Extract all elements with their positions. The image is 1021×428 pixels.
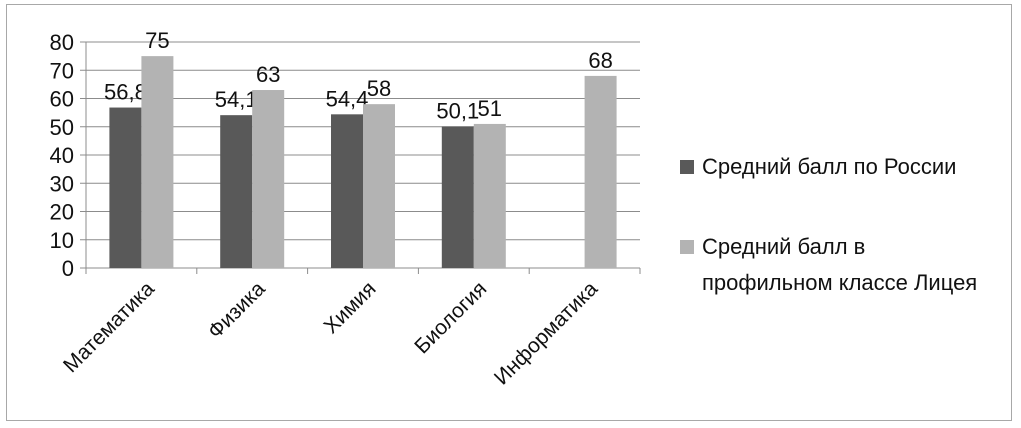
y-tick-label: 60 (50, 87, 74, 112)
y-tick-label: 30 (50, 171, 74, 196)
data-label: 68 (588, 48, 612, 73)
data-label: 51 (478, 96, 502, 121)
y-tick-label: 50 (50, 115, 74, 140)
y-tick-label: 0 (62, 256, 74, 281)
y-tick-label: 20 (50, 200, 74, 225)
legend-label: Средний балл по России (702, 154, 956, 179)
bar (584, 75, 617, 269)
x-tick-label: Физика (204, 277, 270, 343)
bar (331, 114, 363, 268)
bar (109, 107, 142, 268)
data-label: 54,4 (326, 86, 369, 111)
bar (363, 104, 395, 269)
y-tick-label: 40 (50, 143, 74, 168)
legend-label: профильном классе Лицея (702, 270, 977, 295)
x-tick-label: Информатика (490, 277, 602, 389)
y-tick-label: 70 (50, 58, 74, 83)
bar (252, 90, 285, 269)
y-tick-label: 10 (50, 228, 74, 253)
bar (141, 56, 174, 268)
chart-frame (6, 4, 1012, 421)
bar (473, 123, 506, 268)
data-label: 54,1 (215, 87, 258, 112)
x-tick-label: Биология (410, 277, 491, 358)
legend-label: Средний балл в (702, 234, 865, 259)
bar (441, 126, 474, 268)
data-label: 63 (256, 62, 280, 87)
legend-swatch (680, 160, 694, 174)
x-tick-label: Химия (320, 277, 381, 338)
bar (220, 115, 253, 268)
data-label: 50,1 (436, 98, 479, 123)
x-tick-label: Математика (59, 277, 159, 377)
data-label: 58 (367, 76, 391, 101)
data-label: 56,8 (104, 80, 147, 105)
data-label: 75 (145, 28, 169, 53)
legend-swatch (680, 240, 694, 254)
y-tick-label: 80 (50, 30, 74, 55)
